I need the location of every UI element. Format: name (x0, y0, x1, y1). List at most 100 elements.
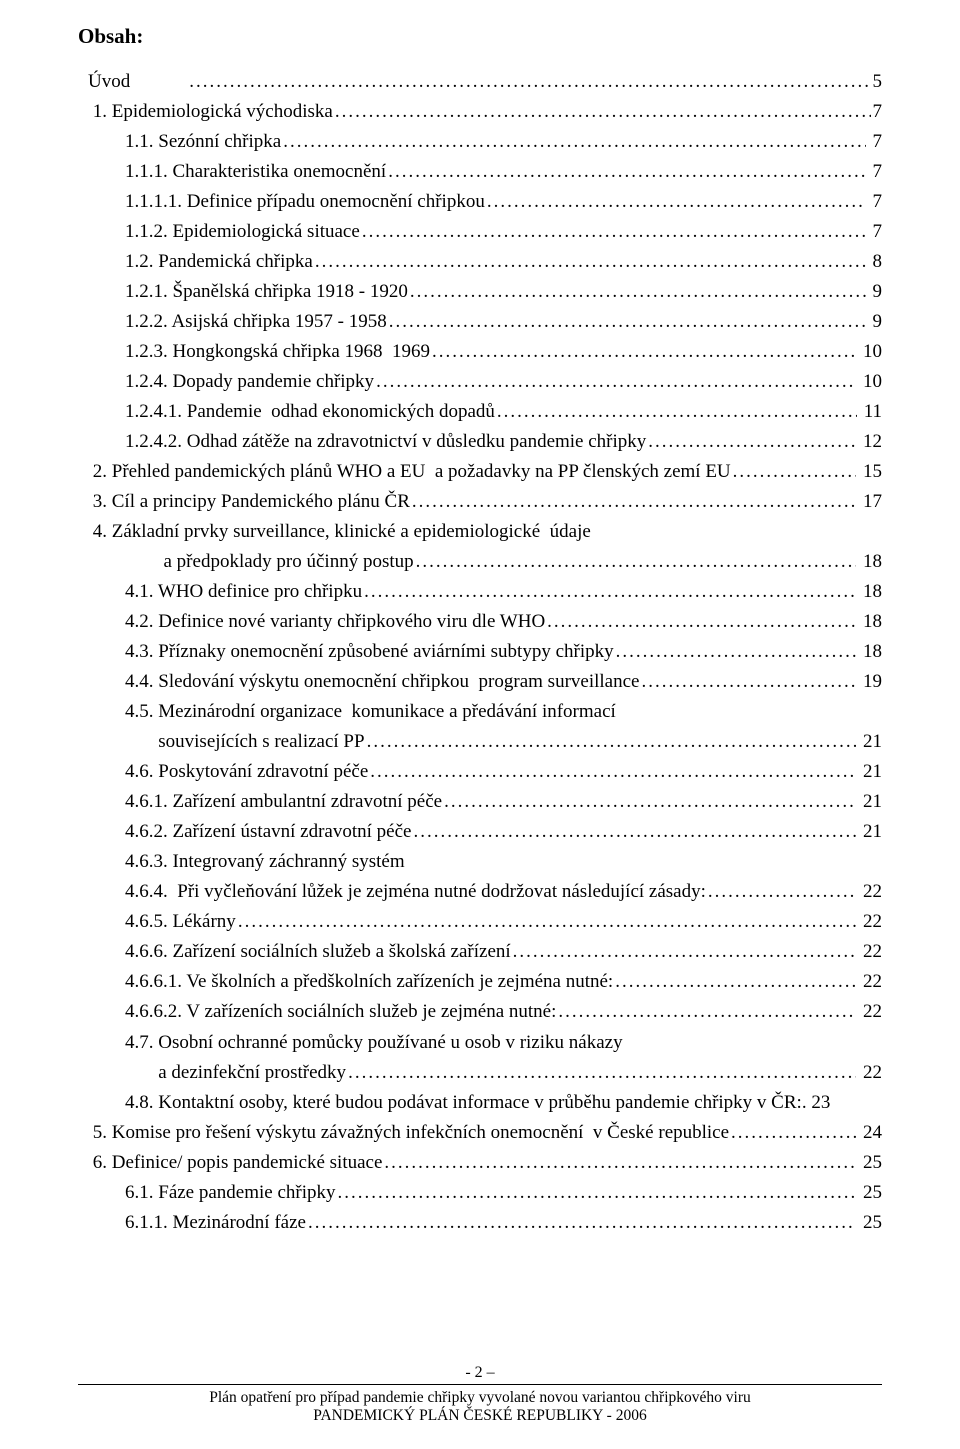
toc-entry-page: 7 (868, 127, 882, 157)
toc-leader-dots (364, 577, 856, 607)
toc-entry-page: 5 (873, 67, 883, 97)
toc-entry-page: 22 (858, 967, 882, 997)
toc-entry-page: 22 (858, 997, 882, 1027)
toc-entry-page: 7 (868, 217, 882, 247)
toc-entry-label: 4.3. Příznaky onemocnění způsobené aviár… (125, 637, 614, 667)
page-footer: - 2 – Plán opatření pro případ pandemie … (78, 1364, 882, 1425)
toc-entry: 1.2.1. Španělská chřipka 1918 - 1920 9 (78, 277, 882, 307)
toc-entry: 6.1. Fáze pandemie chřipky 25 (78, 1178, 882, 1208)
toc-entry: 4.4. Sledování výskytu onemocnění chřipk… (78, 667, 882, 697)
toc-entry-page: 12 (858, 427, 882, 457)
footer-line-1: Plán opatření pro případ pandemie chřipk… (78, 1389, 882, 1407)
toc-leader-dots (731, 1118, 856, 1148)
toc-entry: 1.2.4.1. Pandemie odhad ekonomických dop… (78, 397, 882, 427)
toc-leader-dots (416, 547, 857, 577)
toc-entry-label: 1. Epidemiologická východiska (88, 97, 333, 127)
toc-entry-label: 4.6.5. Lékárny (125, 907, 236, 937)
toc-entry: 1.1.2. Epidemiologická situace 7 (78, 217, 882, 247)
toc-entry: 1.2. Pandemická chřipka 8 (78, 247, 882, 277)
toc-entry-label: 4.6.6.1. Ve školních a předškolních zaří… (125, 967, 613, 997)
toc-entry-page: 18 (858, 637, 882, 667)
toc-entry-page: 25 (858, 1148, 882, 1178)
toc-entry-page: 25 (858, 1208, 882, 1238)
toc-leader-dots (370, 757, 856, 787)
toc-entry: 6.1.1. Mezinárodní fáze 25 (78, 1208, 882, 1238)
toc-entry-label: 4.2. Definice nové varianty chřipkového … (125, 607, 545, 637)
toc-entry: 4.6.2. Zařízení ústavní zdravotní péče 2… (78, 817, 882, 847)
toc-entry: 4.2. Definice nové varianty chřipkového … (78, 607, 882, 637)
toc-entry: Úvod 5 (78, 67, 882, 97)
toc-entry: 1.2.4.2. Odhad zátěže na zdravotnictví v… (78, 427, 882, 457)
toc-entry: 5. Komise pro řešení výskytu závažných i… (78, 1118, 882, 1148)
toc-leader-dots (497, 397, 857, 427)
toc-entry-page: 22 (858, 937, 882, 967)
toc-entry-page: 22 (858, 907, 882, 937)
toc-entry: 4.6. Poskytování zdravotní péče 21 (78, 757, 882, 787)
toc-entry: 6. Definice/ popis pandemické situace 25 (78, 1148, 882, 1178)
toc-entry-continuation: souvisejících s realizací PP 21 (78, 727, 882, 757)
toc-leader-dots (388, 157, 866, 187)
toc-entry-label: 4.4. Sledování výskytu onemocnění chřipk… (125, 667, 639, 697)
toc-entry: 1. Epidemiologická východiska 7 (78, 97, 882, 127)
toc-entry: 4.8. Kontaktní osoby, které budou podáva… (78, 1088, 882, 1118)
toc-entry: 4.6.3. Integrovaný záchranný systém (78, 847, 882, 877)
toc-entry-label: 4.6.2. Zařízení ústavní zdravotní péče (125, 817, 411, 847)
toc-entry-page: . 23 (802, 1088, 831, 1118)
toc-entry-label: 1.1.2. Epidemiologická situace (125, 217, 360, 247)
toc-entry-page: 7 (873, 97, 883, 127)
toc-entry-page: 8 (868, 247, 882, 277)
document-page: Obsah: Úvod 5 1. Epidemiologická východi… (0, 0, 960, 1449)
toc-entry: 4.6.1. Zařízení ambulantní zdravotní péč… (78, 787, 882, 817)
toc-leader-dots (558, 997, 856, 1027)
toc-entry-page: 17 (858, 487, 882, 517)
toc-entry: 3. Cíl a principy Pandemického plánu ČR … (78, 487, 882, 517)
toc-entry-label: 6.1.1. Mezinárodní fáze (125, 1208, 306, 1238)
toc-entry-continuation: a předpoklady pro účinný postup 18 (78, 547, 882, 577)
toc-entry-label: 2. Přehled pandemických plánů WHO a EU a… (88, 457, 731, 487)
toc-entry-page: 7 (868, 157, 882, 187)
toc-entry-label: 4.6.3. Integrovaný záchranný systém (125, 847, 405, 877)
toc-entry: 4. Základní prvky surveillance, klinické… (78, 517, 882, 547)
toc-leader-dots (432, 337, 856, 367)
toc-leader-dots (308, 1208, 856, 1238)
toc-entry-page: 21 (858, 757, 882, 787)
toc-entry-page: 18 (858, 577, 882, 607)
toc-entry-page: 22 (858, 1058, 882, 1088)
toc-entry-label: 5. Komise pro řešení výskytu závažných i… (88, 1118, 729, 1148)
toc-entry-label: 4.6. Poskytování zdravotní péče (125, 757, 368, 787)
toc-entry-label: 4.6.6. Zařízení sociálních služeb a škol… (125, 937, 511, 967)
toc-entry: 4.3. Příznaky onemocnění způsobené aviár… (78, 637, 882, 667)
toc-entry-label: 6. Definice/ popis pandemické situace (88, 1148, 382, 1178)
toc-entry-label: a předpoklady pro účinný postup (78, 547, 414, 577)
toc-entry-page: 7 (868, 187, 882, 217)
toc-entry-label: 1.2.1. Španělská chřipka 1918 - 1920 (125, 277, 408, 307)
toc-leader-dots (410, 277, 866, 307)
toc-entry: 1.1.1.1. Definice případu onemocnění chř… (78, 187, 882, 217)
toc-leader-dots (376, 367, 856, 397)
toc-leader-dots (412, 487, 856, 517)
toc-leader-dots (444, 787, 856, 817)
toc-entry: 4.6.6.1. Ve školních a předškolních zaří… (78, 967, 882, 997)
toc-entry: 4.5. Mezinárodní organizace komunikace a… (78, 697, 882, 727)
toc-container: Úvod 5 1. Epidemiologická východiska71.1… (78, 67, 882, 1238)
toc-entry-page: 21 (858, 727, 882, 757)
toc-leader-dots (648, 427, 856, 457)
toc-entry-label: 3. Cíl a principy Pandemického plánu ČR (88, 487, 410, 517)
toc-entry: 1.2.2. Asijská chřipka 1957 - 1958 9 (78, 307, 882, 337)
toc-entry-label: souvisejících s realizací PP (125, 727, 365, 757)
toc-entry-page: 10 (858, 367, 882, 397)
toc-entry-page: 22 (858, 877, 882, 907)
toc-entry-label: 4.6.1. Zařízení ambulantní zdravotní péč… (125, 787, 442, 817)
toc-leader-dots (189, 67, 870, 97)
toc-leader-dots (384, 1148, 856, 1178)
toc-entry-label: 1.2.4.2. Odhad zátěže na zdravotnictví v… (125, 427, 646, 457)
toc-entry-continuation: a dezinfekční prostředky 22 (78, 1058, 882, 1088)
toc-entry-label: 1.2.3. Hongkongská chřipka 1968 1969 (125, 337, 430, 367)
toc-entry-label: 1.2.2. Asijská chřipka 1957 - 1958 (125, 307, 387, 337)
footer-rule (78, 1384, 882, 1385)
toc-entry: 4.7. Osobní ochranné pomůcky používané u… (78, 1028, 882, 1058)
toc-entry-label: 4.5. Mezinárodní organizace komunikace a… (125, 697, 616, 727)
toc-leader-dots (641, 667, 856, 697)
toc-entry: 1.2.4. Dopady pandemie chřipky 10 (78, 367, 882, 397)
toc-entry: 4.6.6.2. V zařízeních sociálních služeb … (78, 997, 882, 1027)
